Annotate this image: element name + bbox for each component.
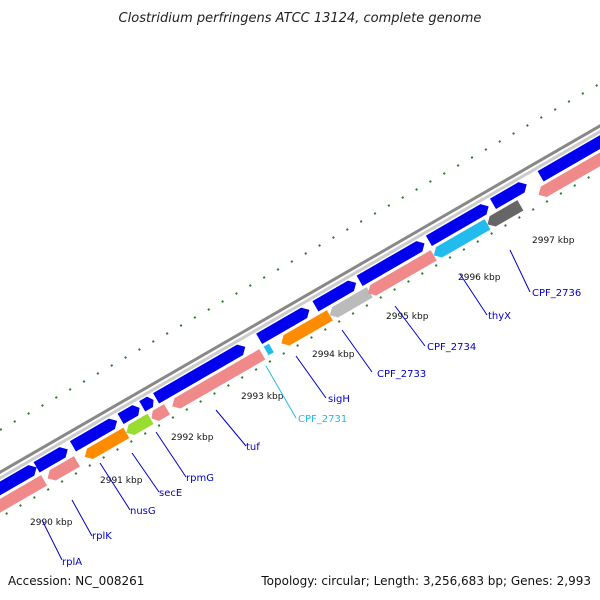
label-line-CPF_2734 [394,305,426,347]
gene-reverse-gray[interactable] [327,287,373,320]
gene-label-CPF_2733[interactable]: CPF_2733 [377,369,426,380]
gene-reverse-1[interactable] [0,475,48,535]
gene-reverse-cyan[interactable] [431,219,491,260]
kbp-label: 2993 kbp [241,392,284,402]
gene-forward-11[interactable] [489,179,530,210]
gene-reverse-lime[interactable] [123,413,154,438]
kbp-label: 2990 kbp [30,518,73,528]
label-line-rpmG [155,431,187,478]
gene-label-nusG[interactable]: nusG [130,506,156,517]
gene-reverse-3[interactable] [148,404,171,423]
gene-forward-4[interactable] [117,403,143,425]
backbone-outer [0,117,600,506]
gene-label-rplK[interactable]: rplK [92,531,112,542]
gene-reverse-orange-1[interactable] [82,427,130,462]
kbp-label: 2994 kbp [312,350,355,360]
accession-text: Accession: NC_008261 [8,574,144,588]
gene-label-secE[interactable]: secE [159,488,182,499]
kbp-label: 2991 kbp [100,476,143,486]
gene-forward-6[interactable] [153,342,248,404]
gene-forward-7[interactable] [256,305,312,345]
kbp-label: 2996 kbp [458,273,501,283]
gene-reverse-6[interactable] [536,139,600,200]
gene-forward-12[interactable] [537,126,600,182]
label-line-CPF_2731 [265,365,297,419]
label-line-sigH [295,355,327,399]
gene-reverse-4[interactable] [169,349,266,411]
label-line-nusG [99,462,131,511]
gene-forward-10[interactable] [425,201,492,247]
gene-label-CPF_2736[interactable]: CPF_2736 [532,288,581,299]
label-line-CPF_2733 [341,329,373,373]
label-line-tuf [215,409,247,447]
gene-label-thyX[interactable]: thyX [488,311,511,322]
gene-label-rpmG[interactable]: rpmG [186,473,214,484]
kbp-tick-dots [0,152,600,539]
gene-label-CPF_2731[interactable]: CPF_2731 [298,414,347,425]
label-line-thyX [459,273,488,316]
gene-reverse-dark[interactable] [484,200,524,229]
backbone-inner [0,122,600,510]
genome-summary-text: Topology: circular; Length: 3,256,683 bp… [260,574,591,588]
genome-track [0,117,600,539]
gene-reverse-orange-2[interactable] [278,310,333,348]
gene-label-lines [41,249,531,561]
gene-label-sigH[interactable]: sigH [328,394,350,405]
label-line-CPF_2736 [509,249,531,293]
gene-forward-2[interactable] [33,444,71,473]
gene-reverse-5[interactable] [365,250,437,298]
gene-reverse-cyan-small[interactable] [263,343,274,356]
label-line-rplK [71,499,93,537]
gene-forward-9[interactable] [356,238,428,287]
gene-forward-5[interactable] [139,395,156,412]
gene-forward-8[interactable] [312,278,359,312]
gene-label-rplA[interactable]: rplA [62,557,82,568]
label-line-secE [131,452,160,493]
gene-forward-3[interactable] [69,416,120,452]
kbp-label: 2997 kbp [532,236,575,246]
gene-label-CPF_2734[interactable]: CPF_2734 [427,342,476,353]
map-title: Clostridium perfringens ATCC 13124, comp… [119,11,482,26]
kbp-label: 2995 kbp [386,312,429,322]
label-line-rplA [41,519,63,561]
kbp-label: 2992 kbp [171,433,214,443]
gene-reverse-2[interactable] [45,456,80,483]
gene-label-tuf[interactable]: tuf [246,442,260,453]
gene-forward-1[interactable] [0,462,40,512]
